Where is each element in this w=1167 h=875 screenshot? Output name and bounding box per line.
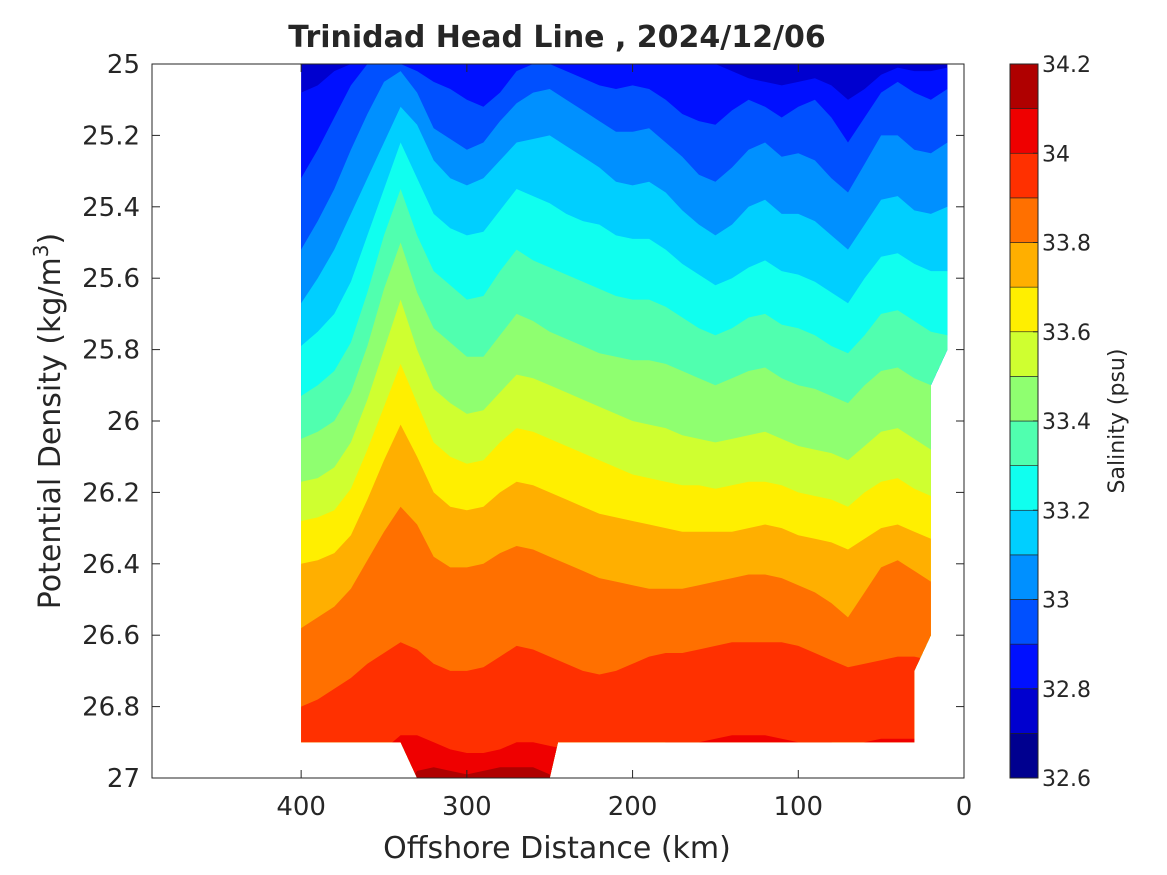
y-tick-label: 25 xyxy=(107,50,140,80)
x-tick-label: 100 xyxy=(773,792,823,822)
y-tick-label: 25.6 xyxy=(82,264,140,294)
colorbar-segment xyxy=(1009,688,1039,734)
colorbar-segment xyxy=(1009,376,1039,422)
y-tick-label: 25.4 xyxy=(82,193,140,223)
y-axis-label: Potential Density (kg/m3) xyxy=(29,233,68,609)
y-tick-label: 26.6 xyxy=(82,621,140,651)
colorbar-segment xyxy=(1009,733,1039,779)
colorbar-tick-label: 32.6 xyxy=(1042,767,1091,792)
x-axis-label: Offshore Distance (km) xyxy=(383,831,731,866)
colorbar-segment xyxy=(1009,331,1039,377)
colorbar-tick-label: 33.6 xyxy=(1042,321,1091,346)
colorbar-segment xyxy=(1009,599,1039,645)
x-tick-label: 200 xyxy=(608,792,658,822)
y-tick-label: 26.4 xyxy=(82,550,140,580)
colorbar-tick-label: 34 xyxy=(1042,142,1070,167)
chart-title: Trinidad Head Line , 2024/12/06 xyxy=(288,20,825,55)
y-axis-label-main: Potential Density (kg/m xyxy=(33,257,68,609)
y-tick-label: 26 xyxy=(107,407,140,437)
x-tick-label: 0 xyxy=(956,792,973,822)
colorbar-tick-label: 32.8 xyxy=(1042,678,1091,703)
y-tick-label: 26.8 xyxy=(82,693,140,723)
colorbar-segment xyxy=(1009,643,1039,690)
colorbar-label: Salinity (psu) xyxy=(1105,349,1130,494)
colorbar-tick-label: 34.2 xyxy=(1042,53,1091,78)
y-axis-label-sup: 3 xyxy=(29,244,53,257)
colorbar-segment xyxy=(1009,509,1039,556)
y-axis-label-close: ) xyxy=(33,233,68,245)
colorbar-tick-label: 33.4 xyxy=(1042,410,1091,435)
colorbar: 32.6 32.8 33 33.2 33.4 33.6 33.8 34 34.2 xyxy=(1009,53,1091,792)
colorbar-segment xyxy=(1009,242,1039,288)
colorbar-segment xyxy=(1009,465,1039,511)
x-tick-label: 300 xyxy=(442,792,492,822)
colorbar-segment xyxy=(1009,108,1039,154)
colorbar-tick-label: 33.2 xyxy=(1042,499,1091,524)
x-tick-label: 400 xyxy=(276,792,326,822)
y-tick-label: 25.8 xyxy=(82,336,140,366)
colorbar-segment xyxy=(1009,286,1039,333)
colorbar-segment xyxy=(1009,197,1039,243)
colorbar-segment xyxy=(1009,554,1039,600)
y-tick-label: 25.2 xyxy=(82,121,140,151)
y-axis: 25 25.2 25.4 25.6 25.8 26 26.2 26.4 26.6 26.8 27 xyxy=(82,50,964,794)
y-tick-label: 27 xyxy=(107,764,140,794)
contour-fill-group xyxy=(301,64,948,778)
colorbar-segment xyxy=(1009,63,1039,109)
colorbar-tick-label: 33 xyxy=(1042,589,1070,614)
colorbar-segment xyxy=(1009,420,1039,466)
x-axis: 400 300 200 100 0 xyxy=(276,64,972,822)
colorbar-tick-label: 33.8 xyxy=(1042,232,1091,257)
y-tick-label: 26.2 xyxy=(82,478,140,508)
colorbar-segment xyxy=(1009,152,1039,199)
